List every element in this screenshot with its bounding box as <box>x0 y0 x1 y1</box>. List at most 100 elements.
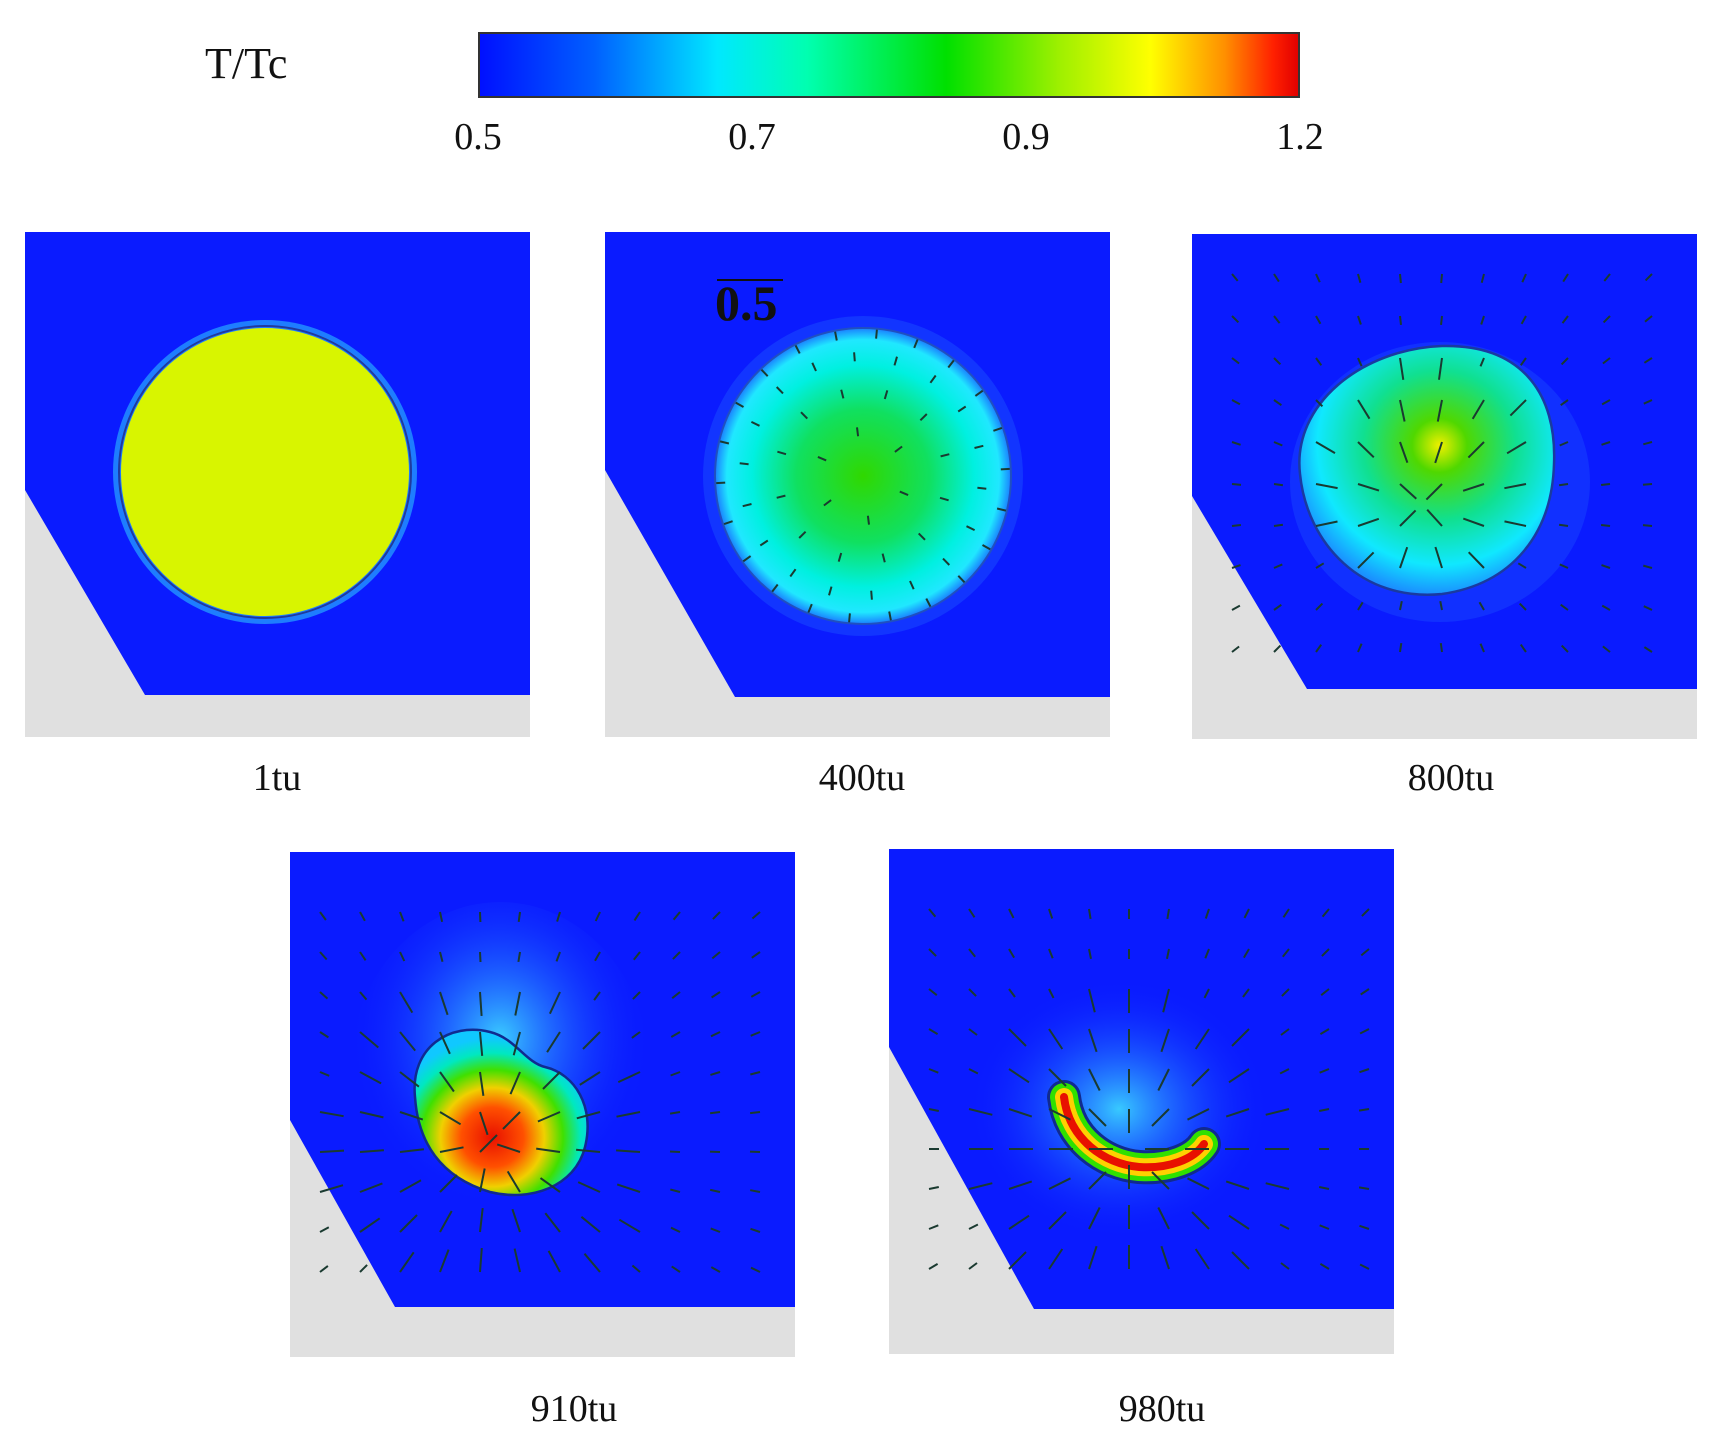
velocity-vector <box>1231 1028 1250 1047</box>
velocity-vector <box>1467 551 1485 569</box>
velocity-vector <box>547 1250 561 1273</box>
velocity-vector <box>359 1264 368 1273</box>
velocity-vector <box>1643 357 1653 364</box>
panel-400tu-plot: 0.5 <box>605 232 1110 737</box>
velocity-vector <box>514 991 521 1016</box>
velocity-vector <box>777 450 787 456</box>
velocity-vector <box>917 532 926 541</box>
velocity-vector <box>439 911 444 923</box>
velocity-vector <box>749 1111 761 1115</box>
velocity-vector <box>719 440 730 445</box>
velocity-vector <box>319 951 328 961</box>
velocity-vector <box>1157 1068 1170 1091</box>
velocity-vector <box>982 544 991 551</box>
velocity-vector <box>1321 948 1330 957</box>
velocity-vector <box>928 1108 939 1112</box>
velocity-vector <box>1603 273 1611 282</box>
velocity-vector <box>1642 483 1653 486</box>
velocity-vector <box>1357 601 1364 611</box>
velocity-vector <box>800 411 809 420</box>
velocity-vector <box>439 1249 450 1273</box>
velocity-vector <box>1644 273 1653 282</box>
velocity-vector <box>1160 1245 1170 1270</box>
velocity-vector <box>1273 523 1284 527</box>
velocity-vector <box>928 988 938 996</box>
velocity-vector <box>1048 1248 1064 1270</box>
velocity-vector <box>633 911 641 921</box>
velocity-vector <box>479 991 483 1016</box>
velocity-vector <box>1602 645 1611 653</box>
velocity-vector <box>968 1182 993 1190</box>
velocity-vector <box>1642 524 1653 527</box>
velocity-vector <box>511 1208 521 1233</box>
velocity-vector <box>1319 1224 1330 1230</box>
velocity-vector <box>710 1266 721 1273</box>
velocity-vector <box>1191 1068 1210 1087</box>
reference-vector-label: 0.5 <box>715 275 778 331</box>
velocity-vector <box>479 1248 483 1273</box>
velocity-vector <box>1558 483 1569 487</box>
velocity-vector <box>1008 1028 1027 1047</box>
velocity-vector <box>319 911 327 921</box>
velocity-vectors <box>319 911 761 1273</box>
velocity-vector <box>536 1147 561 1153</box>
velocity-vector <box>928 1068 939 1074</box>
velocity-vector <box>1439 642 1443 653</box>
velocity-vector <box>1315 273 1321 283</box>
velocity-vector <box>1008 1251 1027 1270</box>
velocity-vector <box>759 539 769 547</box>
velocity-vector <box>594 911 601 922</box>
velocity-vector <box>399 1071 420 1088</box>
velocity-vector <box>1319 1263 1330 1270</box>
velocity-vector <box>1231 441 1241 446</box>
velocity-vector <box>1008 908 1015 919</box>
velocity-vector <box>1194 1248 1210 1270</box>
velocity-vector <box>1462 483 1485 492</box>
velocity-vector <box>798 530 807 539</box>
velocity-vector <box>1478 601 1485 611</box>
velocity-vector <box>751 911 761 920</box>
velocity-vector <box>928 1263 939 1270</box>
panel-1tu <box>25 232 530 737</box>
velocity-vector <box>1231 564 1241 569</box>
velocity-vector <box>1315 483 1338 490</box>
velocity-vector <box>359 991 368 1001</box>
velocity-vector <box>1231 399 1241 406</box>
velocity-vector <box>439 991 449 1016</box>
velocity-vector <box>1088 1245 1098 1270</box>
velocity-vector <box>1048 1028 1064 1050</box>
colorbar-tick-3: 1.2 <box>1276 116 1324 158</box>
velocity-vector <box>1425 483 1443 501</box>
velocity-vector <box>1643 646 1653 653</box>
velocity-vector <box>671 1265 681 1273</box>
velocity-vector <box>1048 1108 1071 1121</box>
velocity-vector <box>439 1031 451 1055</box>
velocity-vector <box>1561 315 1569 324</box>
velocity-vector <box>1602 315 1611 324</box>
velocity-vector <box>1231 357 1240 365</box>
velocity-vector <box>618 1218 641 1233</box>
velocity-vector <box>771 583 779 593</box>
velocity-vector <box>1151 1171 1170 1190</box>
velocity-vector <box>1357 357 1363 367</box>
velocity-vector <box>1399 546 1409 569</box>
velocity-vector <box>1517 562 1527 569</box>
droplet <box>715 328 1011 624</box>
velocity-vector <box>710 1071 721 1076</box>
velocity-vector <box>1162 988 1170 1013</box>
panel-980tu <box>889 849 1394 1354</box>
velocity-vector <box>1560 399 1569 407</box>
velocity-vector <box>834 331 838 341</box>
velocity-vector <box>576 1111 601 1120</box>
velocity-vector <box>1399 399 1406 422</box>
droplet-interface <box>118 325 412 619</box>
velocity-vector <box>870 590 873 600</box>
velocity-vector <box>399 1214 418 1233</box>
velocity-vector <box>929 374 937 384</box>
velocity-vector <box>1231 483 1242 486</box>
velocity-vector <box>1265 1182 1290 1190</box>
velocity-vector <box>1315 357 1323 366</box>
velocity-vector <box>399 1111 424 1121</box>
velocity-vector <box>1008 1068 1030 1084</box>
velocity-vector <box>1008 1214 1030 1230</box>
